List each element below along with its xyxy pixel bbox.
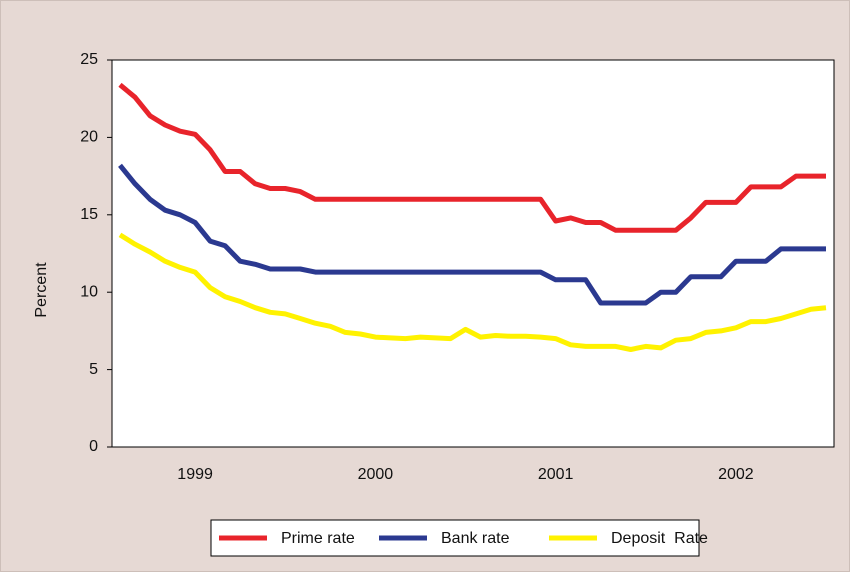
legend-label: Deposit Rate (611, 530, 708, 547)
y-axis-label: Percent (33, 262, 50, 318)
y-tick-label: 10 (80, 283, 98, 300)
series-line (118, 232, 827, 352)
y-tick-label: 0 (89, 438, 98, 455)
x-tick-label: 1999 (177, 466, 213, 483)
y-tick-label: 15 (80, 206, 98, 223)
x-tick-label: 2001 (538, 466, 574, 483)
x-tick-label: 2002 (718, 466, 754, 483)
plot-area (111, 59, 835, 448)
y-tick-label: 5 (89, 361, 98, 378)
y-tick-label: 20 (80, 129, 98, 146)
series-line (118, 163, 826, 306)
x-tick-label: 2000 (358, 466, 394, 483)
legend-label: Prime rate (281, 530, 355, 547)
legend-box (210, 519, 700, 557)
legend-label: Bank rate (441, 530, 510, 547)
y-tick-label: 25 (80, 51, 98, 68)
series-line (118, 82, 826, 233)
